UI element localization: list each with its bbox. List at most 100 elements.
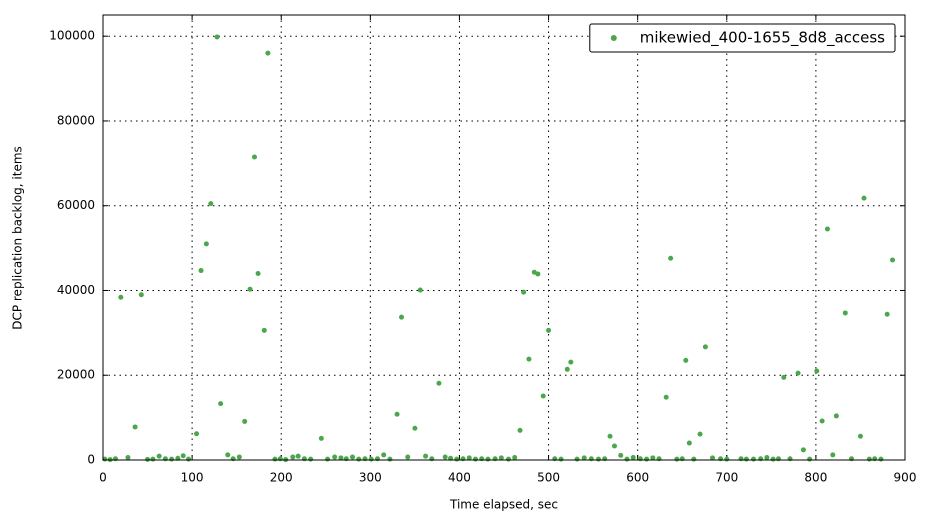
x-tick-label: 800 bbox=[804, 471, 827, 485]
point bbox=[498, 455, 504, 461]
point bbox=[683, 357, 689, 363]
point bbox=[387, 456, 393, 462]
point bbox=[318, 435, 324, 441]
point bbox=[611, 443, 617, 449]
point bbox=[208, 201, 214, 207]
x-tick-label: 500 bbox=[537, 471, 560, 485]
point bbox=[568, 359, 574, 365]
x-tick-label: 300 bbox=[359, 471, 382, 485]
point bbox=[394, 411, 400, 417]
point bbox=[824, 226, 830, 232]
point bbox=[472, 456, 478, 462]
point bbox=[512, 454, 518, 460]
point bbox=[150, 456, 156, 462]
point bbox=[833, 413, 839, 419]
point bbox=[203, 241, 209, 247]
y-tick-label: 80000 bbox=[57, 113, 95, 127]
point bbox=[770, 456, 776, 462]
point bbox=[866, 456, 872, 462]
x-tick-label: 400 bbox=[448, 471, 471, 485]
point bbox=[272, 456, 278, 462]
point bbox=[417, 287, 423, 293]
point bbox=[650, 455, 656, 461]
x-tick-label: 900 bbox=[894, 471, 917, 485]
legend-box bbox=[589, 23, 896, 53]
point bbox=[194, 431, 200, 437]
point bbox=[521, 289, 527, 295]
point bbox=[581, 455, 587, 461]
point bbox=[663, 394, 669, 400]
point bbox=[251, 154, 257, 160]
point bbox=[290, 454, 296, 460]
x-tick-label: 600 bbox=[626, 471, 649, 485]
point bbox=[674, 456, 680, 462]
point bbox=[169, 456, 175, 462]
point bbox=[795, 370, 801, 376]
point bbox=[138, 292, 144, 298]
point bbox=[861, 195, 867, 201]
point bbox=[830, 452, 836, 458]
point bbox=[517, 427, 523, 433]
point bbox=[225, 452, 231, 458]
point bbox=[630, 454, 636, 460]
x-tick-label: 0 bbox=[99, 471, 107, 485]
point bbox=[180, 453, 186, 459]
point bbox=[308, 456, 314, 462]
point bbox=[540, 393, 546, 399]
point bbox=[261, 327, 267, 333]
x-axis-label: Time elapsed, sec bbox=[449, 498, 558, 512]
point bbox=[814, 368, 820, 374]
point bbox=[436, 380, 442, 386]
point bbox=[145, 456, 151, 462]
point bbox=[295, 453, 301, 459]
point bbox=[624, 456, 630, 462]
point bbox=[751, 456, 757, 462]
point bbox=[412, 425, 418, 431]
point bbox=[781, 374, 787, 380]
legend: mikewied_400-1655_8d8_access bbox=[589, 23, 896, 53]
point bbox=[842, 310, 848, 316]
point bbox=[118, 294, 124, 300]
y-axis-label: DCP replication backlog, items bbox=[11, 146, 25, 330]
x-tick-label: 700 bbox=[715, 471, 738, 485]
point bbox=[198, 268, 204, 274]
point bbox=[485, 456, 491, 462]
point bbox=[338, 455, 344, 461]
point bbox=[255, 271, 261, 277]
y-tick-label: 100000 bbox=[49, 29, 95, 43]
point bbox=[607, 433, 613, 439]
point bbox=[423, 453, 429, 459]
point bbox=[332, 454, 338, 460]
point bbox=[132, 424, 138, 430]
point bbox=[884, 311, 890, 317]
point bbox=[819, 418, 825, 424]
point bbox=[618, 452, 624, 458]
point bbox=[381, 452, 387, 458]
point bbox=[702, 344, 708, 350]
point bbox=[242, 418, 248, 424]
point bbox=[724, 456, 730, 462]
point bbox=[186, 456, 192, 462]
point bbox=[691, 456, 697, 462]
point bbox=[743, 456, 749, 462]
y-tick-label: 0 bbox=[87, 453, 95, 467]
point bbox=[454, 456, 460, 462]
point bbox=[399, 314, 405, 320]
x-tick-label: 200 bbox=[270, 471, 293, 485]
point bbox=[526, 356, 532, 362]
point bbox=[564, 366, 570, 372]
point bbox=[466, 455, 472, 461]
point bbox=[807, 456, 813, 462]
point bbox=[350, 454, 356, 460]
point bbox=[764, 454, 770, 460]
y-tick-label: 40000 bbox=[57, 283, 95, 297]
x-tick-label: 100 bbox=[181, 471, 204, 485]
point bbox=[857, 433, 863, 439]
point bbox=[405, 454, 411, 460]
point bbox=[247, 286, 253, 292]
point bbox=[546, 327, 552, 333]
point bbox=[574, 456, 580, 462]
point bbox=[156, 453, 162, 459]
point bbox=[800, 447, 806, 453]
